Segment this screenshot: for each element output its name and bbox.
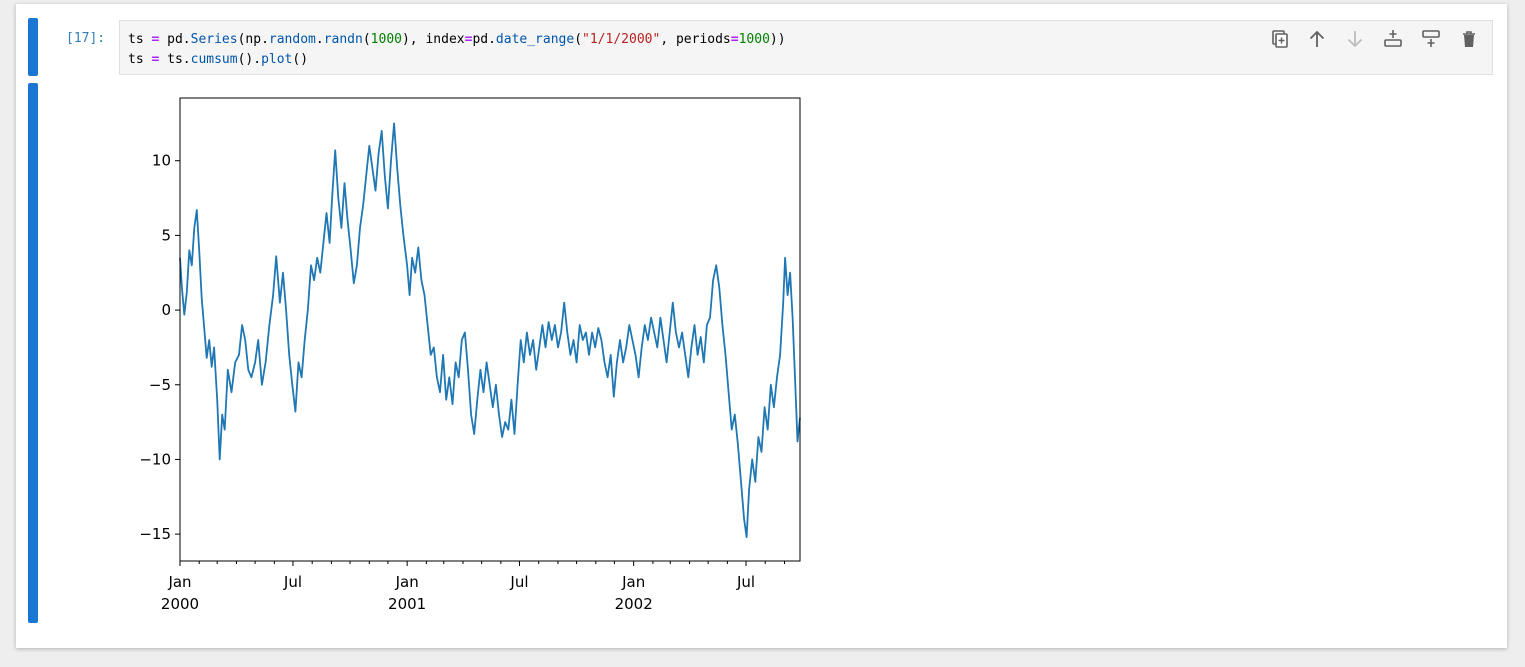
delete-cell-button[interactable] (1456, 26, 1482, 52)
code-token: plot (261, 52, 293, 67)
notebook-panel: [17]: ts = pd.Series(np.random.randn(100… (16, 4, 1507, 648)
x-tick-label: Jul (509, 573, 528, 591)
code-token: pd. (159, 32, 191, 47)
insert-above-icon (1384, 30, 1402, 47)
code-token: ts. (159, 52, 191, 67)
y-tick-label: −15 (139, 525, 171, 543)
x-tick-year-label: 2002 (615, 595, 653, 613)
code-token: = (151, 52, 160, 67)
series-line (179, 122, 801, 539)
x-tick-label: Jan (621, 573, 645, 591)
code-token: . (315, 32, 324, 47)
output-cell-collapser[interactable] (28, 83, 38, 623)
y-tick-label: 10 (152, 152, 171, 170)
code-token: ts (128, 32, 152, 47)
code-token: 1000 (738, 32, 770, 47)
delete-cell-icon (1463, 31, 1475, 47)
cell-toolbar (1266, 26, 1482, 52)
code-token: randn (323, 32, 363, 47)
move-up-button[interactable] (1304, 26, 1330, 52)
code-content[interactable]: ts = pd.Series(np.random.randn(1000), in… (128, 30, 786, 70)
x-tick-label: Jul (736, 573, 755, 591)
insert-below-icon (1422, 30, 1440, 47)
x-tick-year-label: 2001 (388, 595, 426, 613)
code-line: ts = ts.cumsum().plot() (128, 50, 786, 70)
code-token: random (268, 32, 316, 47)
execution-count-prompt: [17]: (66, 31, 106, 46)
line-chart: 10 5 0 −5 −10 −15 Jan 2000 Jul Jan 2001 Jul Jan 2002 J… (139, 97, 801, 613)
move-up-icon (1309, 30, 1325, 47)
code-token: ( (362, 32, 371, 47)
code-token: cumsum (190, 52, 238, 67)
code-line: ts = pd.Series(np.random.randn(1000), in… (128, 30, 786, 50)
x-tick-label: Jan (167, 573, 191, 591)
code-token: = (464, 32, 473, 47)
y-tick-label: −5 (149, 376, 171, 394)
code-token: = (730, 32, 739, 47)
code-token: , periods (660, 32, 731, 47)
code-token: ts (128, 52, 152, 67)
code-token: pd. (472, 32, 496, 47)
duplicate-cell-button[interactable] (1266, 26, 1292, 52)
code-token: () (292, 52, 309, 67)
insert-above-button[interactable] (1380, 26, 1406, 52)
input-cell-collapser[interactable] (28, 18, 38, 76)
move-down-button[interactable] (1342, 26, 1368, 52)
code-token: ( (574, 32, 583, 47)
plot-frame (179, 97, 801, 562)
x-tick-label: Jan (395, 573, 419, 591)
code-token: (np. (237, 32, 269, 47)
code-token: date_range (495, 32, 575, 47)
insert-below-button[interactable] (1418, 26, 1444, 52)
y-tick-label: 5 (161, 226, 171, 244)
y-tick-label: 0 (161, 301, 171, 319)
code-editor[interactable]: ts = pd.Series(np.random.randn(1000), in… (119, 20, 1493, 75)
code-token: )) (769, 32, 786, 47)
code-token: Series (190, 32, 238, 47)
duplicate-cell-icon (1272, 30, 1288, 48)
y-tick-label: −10 (139, 450, 171, 468)
code-token: = (151, 32, 160, 47)
x-tick-label: Jul (283, 573, 302, 591)
move-down-icon (1347, 31, 1363, 48)
code-token: (). (237, 52, 262, 67)
code-token: ), index (401, 32, 465, 47)
x-tick-year-label: 2000 (161, 595, 199, 613)
code-token: 1000 (370, 32, 402, 47)
code-token: "1/1/2000" (582, 32, 661, 47)
cell-output: 10 5 0 −5 −10 −15 Jan 2000 Jul Jan 2001 Jul Jan 2002 J… (119, 82, 1119, 622)
